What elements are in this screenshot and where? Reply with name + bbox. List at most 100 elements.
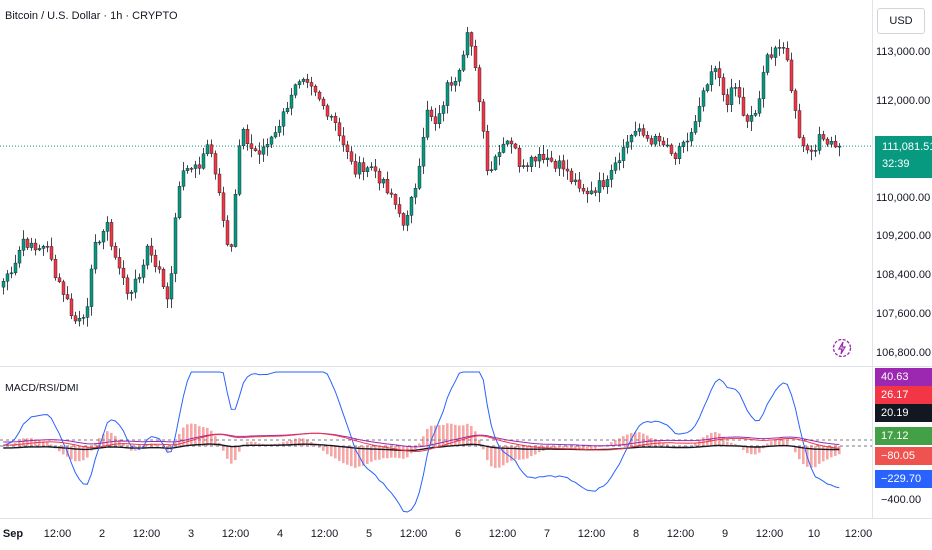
candle — [697, 106, 702, 122]
candle — [373, 166, 378, 172]
candle — [521, 165, 526, 167]
histogram-bar — [550, 446, 553, 449]
candle — [809, 149, 814, 152]
histogram-bar — [518, 446, 521, 460]
candle — [477, 67, 482, 103]
candle — [557, 160, 562, 169]
candle — [1, 281, 6, 288]
candle — [749, 115, 754, 122]
candle — [801, 137, 806, 146]
histogram-bar — [522, 446, 525, 460]
histogram-bar — [534, 446, 537, 455]
histogram-bar — [614, 439, 617, 446]
histogram-bar — [190, 423, 193, 446]
currency-button[interactable]: USD — [877, 8, 925, 34]
indicator-title[interactable]: MACD/RSI/DMI — [5, 382, 79, 394]
candle — [357, 162, 362, 175]
candle — [669, 144, 674, 154]
candle — [461, 54, 466, 71]
candle — [789, 59, 794, 92]
candle — [53, 259, 58, 278]
current-price-value: 111,081.51 — [882, 141, 932, 153]
candle — [145, 245, 150, 266]
histogram-bar — [334, 446, 337, 459]
candle — [317, 91, 322, 100]
candle — [725, 94, 730, 105]
candle — [773, 47, 778, 58]
histogram-bar — [326, 446, 329, 455]
candle — [153, 254, 158, 267]
histogram-bar — [746, 446, 749, 454]
histogram-bar — [290, 439, 293, 446]
histogram-bar — [154, 444, 157, 446]
candle — [97, 241, 102, 244]
candle — [205, 144, 210, 154]
candle — [265, 144, 270, 148]
candle — [13, 262, 18, 274]
candle — [673, 153, 678, 159]
histogram-bar — [710, 432, 713, 446]
candle — [741, 96, 746, 116]
histogram-bar — [2, 446, 5, 447]
candle — [401, 213, 406, 226]
histogram-bar — [18, 440, 21, 446]
histogram-bar — [726, 441, 729, 446]
histogram-bar — [298, 438, 301, 446]
histogram-bar — [702, 437, 705, 446]
histogram-bar — [638, 432, 641, 446]
histogram-bar — [230, 446, 233, 464]
histogram-bar — [454, 424, 457, 446]
histogram-bar — [378, 446, 381, 460]
histogram-bar — [186, 424, 189, 446]
candle — [225, 220, 230, 245]
histogram-bar — [162, 446, 165, 449]
histogram-bar — [302, 438, 305, 446]
histogram-bar — [110, 432, 113, 446]
pane-separator[interactable] — [0, 366, 932, 367]
candle — [213, 153, 218, 175]
candle — [181, 170, 186, 187]
candle — [377, 170, 382, 184]
histogram-bar — [646, 435, 649, 446]
candle — [81, 317, 86, 319]
current-price-tag: 111,081.51 32:39 — [875, 136, 932, 178]
candle — [141, 264, 146, 278]
candle — [285, 107, 290, 112]
histogram-bar — [618, 438, 621, 446]
candle — [785, 48, 790, 61]
price-axis-label: 106,800.00 — [876, 347, 932, 359]
candle — [133, 278, 138, 293]
histogram-bar — [30, 438, 33, 446]
candle — [257, 150, 262, 155]
lightning-icon[interactable] — [832, 338, 852, 358]
symbol-title[interactable]: Bitcoin / U.S. Dollar · 1h · CRYPTO — [5, 10, 178, 22]
histogram-bar — [106, 431, 109, 446]
candle — [137, 277, 142, 280]
candle — [117, 257, 122, 269]
candle — [633, 131, 638, 136]
candle — [305, 78, 310, 83]
candle — [505, 140, 510, 145]
histogram-bar — [490, 446, 493, 467]
candle — [325, 105, 330, 117]
histogram-bar — [62, 446, 65, 455]
price-axis-label: 108,400.00 — [876, 269, 932, 282]
histogram-bar — [426, 428, 429, 446]
histogram-bar — [822, 446, 825, 462]
candle — [553, 161, 558, 169]
time-axis-label: 12:00 — [844, 528, 873, 540]
histogram-bar — [770, 441, 773, 446]
candle — [241, 129, 246, 146]
candle — [533, 156, 538, 162]
candle — [693, 121, 698, 133]
candle — [321, 98, 326, 106]
histogram-bar — [446, 423, 449, 446]
candle — [733, 87, 738, 89]
histogram-bar — [238, 446, 241, 452]
histogram-bar — [386, 446, 389, 459]
histogram-bar — [554, 446, 557, 449]
price-axis-label: 107,600.00 — [876, 308, 932, 321]
candle — [621, 147, 626, 161]
price-axis-label: 110,000.00 — [876, 191, 931, 204]
